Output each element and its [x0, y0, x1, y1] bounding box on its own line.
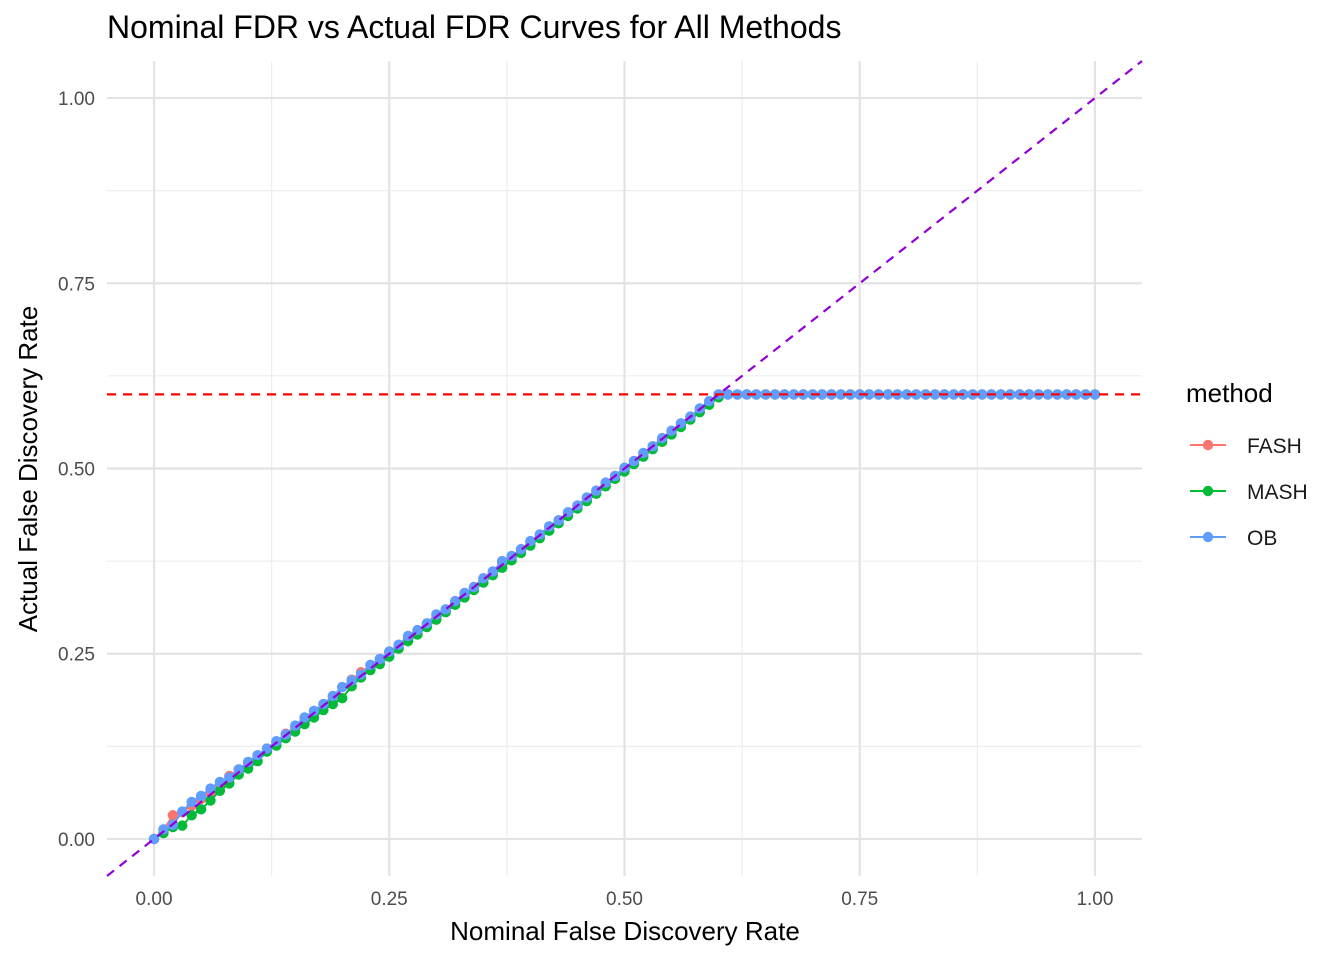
x-tick-label: 0.75: [841, 889, 878, 910]
data-point-ob: [1070, 389, 1082, 400]
legend-key-ob: [1190, 531, 1226, 543]
y-axis-title: Actual False Discovery Rate: [13, 306, 43, 633]
x-tick-labels: 0.00 0.25 0.50 0.75 1.00: [136, 889, 1114, 910]
x-tick-label: 0.50: [606, 889, 643, 910]
y-tick-label: 0.75: [58, 274, 95, 295]
legend-key-mash: [1190, 485, 1226, 497]
legend-key-point: [1202, 485, 1214, 497]
data-point-ob: [722, 389, 734, 400]
data-point-mash: [327, 698, 339, 710]
data-point-fash: [167, 810, 179, 821]
data-point-ob: [233, 764, 244, 775]
data-point-ob: [703, 395, 715, 407]
identity-reference-line: [106, 60, 1143, 877]
data-point-ob: [186, 796, 197, 808]
x-tick-label: 0.00: [136, 889, 173, 910]
chart-title: Nominal FDR vs Actual FDR Curves for All…: [107, 9, 841, 45]
data-point-mash: [195, 804, 207, 815]
data-point-ob: [384, 646, 395, 657]
y-tick-label: 0.50: [58, 460, 95, 481]
data-point-ob: [1023, 389, 1035, 400]
data-point-ob: [289, 720, 301, 731]
legend-label: MASH: [1247, 481, 1308, 504]
data-point-mash: [177, 820, 188, 831]
data-point-mash: [205, 795, 216, 806]
data-point-ob: [158, 824, 169, 835]
data-point-ob: [816, 389, 828, 400]
data-point-ob: [948, 389, 960, 400]
data-point-ob: [496, 555, 508, 567]
data-point-ob: [929, 389, 941, 400]
data-point-ob: [910, 389, 922, 400]
data-point-ob: [327, 690, 339, 702]
data-point-ob: [1089, 389, 1101, 400]
x-axis-title: Nominal False Discovery Rate: [450, 916, 800, 946]
data-point-ob: [195, 790, 207, 802]
y-tick-label: 0.00: [58, 830, 95, 851]
data-point-ob: [308, 705, 320, 716]
data-point-ob: [431, 609, 442, 620]
data-point-mash: [214, 785, 226, 796]
data-point-ob: [741, 389, 753, 400]
y-tick-labels: 0.00 0.25 0.50 0.75 1.00: [58, 89, 95, 851]
data-point-ob: [374, 653, 386, 665]
data-point-ob: [242, 756, 254, 768]
x-tick-label: 1.00: [1076, 889, 1113, 910]
legend: method FASH MASH OB: [1186, 378, 1308, 550]
data-point-ob: [863, 389, 875, 400]
data-point-mash: [337, 692, 348, 704]
legend-key-point: [1202, 531, 1214, 543]
legend-label: OB: [1247, 527, 1277, 550]
legend-key-point: [1202, 439, 1214, 451]
data-point-ob: [666, 425, 677, 436]
legend-label: FASH: [1247, 435, 1302, 458]
data-point-ob: [769, 389, 781, 400]
data-point-ob: [515, 544, 527, 555]
data-point-ob: [478, 572, 489, 584]
data-point-ob: [751, 389, 762, 400]
data-point-ob: [252, 750, 263, 761]
data-point-ob: [901, 389, 912, 400]
data-point-ob: [1061, 389, 1072, 400]
y-tick-label: 1.00: [58, 89, 95, 110]
x-tick-label: 0.25: [371, 889, 408, 910]
data-point-ob: [995, 389, 1007, 400]
data-point-ob: [337, 681, 348, 693]
data-point-ob: [224, 772, 235, 783]
data-point-ob: [402, 630, 414, 642]
data-point-ob: [976, 389, 988, 400]
legend-title: method: [1186, 378, 1273, 408]
reference-lines: [106, 60, 1143, 877]
legend-key-fash: [1190, 439, 1226, 451]
data-point-ob: [835, 389, 847, 400]
data-point-ob: [788, 389, 800, 400]
data-point-ob: [299, 712, 310, 723]
y-tick-label: 0.25: [58, 645, 95, 666]
data-point-ob: [346, 675, 357, 686]
data-point-ob: [882, 389, 894, 400]
data-point-ob: [1042, 389, 1054, 400]
